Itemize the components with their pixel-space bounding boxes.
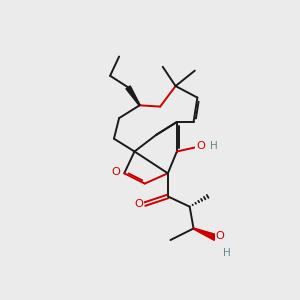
- Text: O: O: [135, 199, 144, 209]
- Text: O: O: [112, 167, 121, 177]
- Text: O: O: [196, 141, 205, 152]
- Text: H: H: [223, 248, 230, 258]
- Text: O: O: [215, 231, 224, 241]
- Polygon shape: [126, 86, 140, 106]
- Text: H: H: [210, 141, 218, 152]
- Polygon shape: [193, 228, 217, 240]
